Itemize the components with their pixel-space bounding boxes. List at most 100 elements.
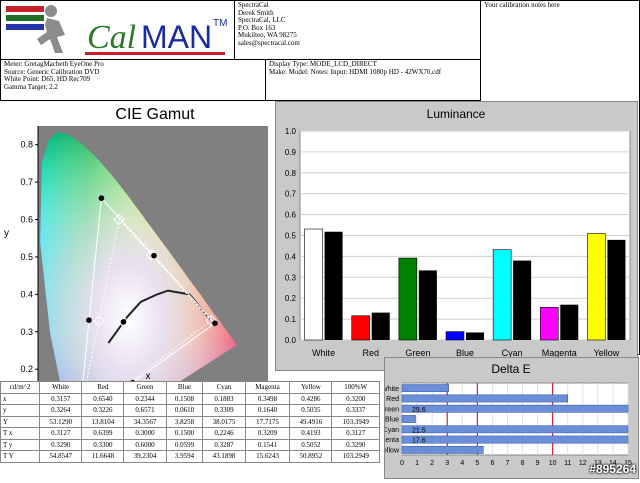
logo-graphic: Cal MAN TM [6,5,227,56]
delta-e-x-tick-label: 7 [506,460,510,467]
cie-y-tick-label: 0.5 [20,252,33,262]
table-cell: 0.3287 [202,438,246,451]
meter-line: Meter: GretagMacbeth EyeOne Pro [4,60,104,68]
planckian-locus [107,289,212,344]
table-column-header: Red [81,381,125,394]
delta-e-plot-area [401,382,629,456]
luminance-bar-measured [371,312,390,340]
luminance-y-tick-label: 0.9 [285,148,297,157]
table-cell: 0.6540 [81,392,125,405]
table-cell: 0.1640 [244,404,291,417]
cie-y-tick-label: 0.7 [20,177,33,187]
company-legal-name: SpectraCal, LLC [238,16,286,25]
table-row-label: T x [0,427,41,440]
cie-y-tick-label: 0.8 [20,140,33,150]
luminance-y-tick-label: 1.0 [285,127,297,136]
company-name: SpectraCal [238,1,269,9]
table-cell: 0.1508 [165,392,204,405]
target-point [113,213,125,226]
delta-e-bar [401,404,629,413]
table-cell: 0.3264 [39,404,83,417]
table-cell: 0.3226 [81,404,125,417]
table-cell: 0.3290 [331,438,380,451]
table-cell: 0.3300 [81,438,125,451]
logo-text-cal: Cal [87,19,136,56]
delta-e-bar [401,445,484,454]
luminance-bar-target [587,233,606,341]
luminance-category-label: Magenta [542,348,577,358]
table-cell: 0.2344 [123,392,167,405]
table-cell: 0.3127 [331,427,380,440]
delta-e-x-tick-label: 3 [445,460,449,467]
delta-e-x-tick-label: 10 [549,460,557,467]
watermark-id: #895264 [589,462,636,476]
calman-logo: Cal MAN TM [0,0,235,60]
luminance-category-label: White [312,348,335,358]
luminance-bar-target [445,331,465,341]
table-cell: 43.1898 [202,450,246,463]
target-point [93,315,105,327]
spectral-locus-white [40,132,237,443]
table-column-header: Cyan [202,381,246,394]
table-cell: 17.7175 [244,415,291,428]
luminance-bars [304,228,626,341]
table-cell: 0.4286 [289,392,333,405]
luminance-category-label: Cyan [502,348,523,358]
table-row: T x 0.3127 0.6399 0.3000 0.1500 0.2246 0.3209 0… [0,427,380,440]
gamut-triangles [77,196,216,423]
logo-trademark: TM [213,18,227,29]
luminance-category-label: Yellow [594,348,620,358]
delta-e-category-label: Yellow [385,448,400,455]
delta-e-bars [401,384,629,454]
table-row: T Y 54.8547 11.6648 39.2304 3.9594 43.1898 15.… [0,450,380,463]
table-cell: 50.8952 [289,450,333,463]
luminance-labels: 0.0 0.1 0.2 0.3 0.4 0.5 0.6 0.7 0.8 0.9 1.0 White Re… [285,127,620,358]
table-cell: 0.3290 [39,438,83,451]
delta-e-bar [401,415,416,423]
luminance-bar-target [492,249,512,341]
cie-x-axis-label: x [146,371,151,381]
delta-e-x-tick-label: 6 [490,460,494,467]
table-cell: 53.1290 [39,415,83,428]
delta-e-value-label: 21.5 [412,427,426,434]
table-cell: 0.6000 [123,438,167,451]
table-row-label: Y [0,415,41,428]
table-cell: 103.2949 [331,450,380,463]
delta-e-x-tick-label: 2 [430,460,434,467]
table-cell: 0.0610 [165,404,204,417]
luminance-category-label: Green [405,348,430,358]
delta-e-bar [401,384,449,393]
table-column-header: Yellow [289,381,333,394]
delta-e-category-label: Cyan [385,427,399,434]
delta-e-x-tick-label: 14 [609,460,617,467]
table-cell: 39.2304 [123,450,167,463]
table-row-label: x [0,392,41,405]
delta-e-x-tick-label: 8 [521,460,525,467]
delta-e-bar [401,394,568,403]
luminance-bar-measured [513,260,532,340]
measurement-table: cd/m^2 White Red Green Blue Cyan Magenta Yellow… [0,381,383,480]
logo-stripe-blue [6,24,44,30]
luminance-category-label: Blue [456,348,474,358]
delta-e-x-tick-label: 13 [594,460,602,467]
table-cell: 103.3949 [331,415,380,428]
luminance-y-tick-label: 0.7 [285,190,297,199]
table-column-header: 100%W [331,381,380,394]
cie-title: CIE Gamut [115,106,195,123]
table-body: x 0.3157 0.6540 0.2344 0.1508 0.1883 0.3498 0.4… [0,392,380,463]
spectral-locus [40,132,237,443]
meter-info: Meter: GretagMacbeth EyeOne Pro Source: … [0,59,266,101]
table-row: Y 53.1290 13.8104 34.3567 3.8258 38.0175 17.71… [0,415,380,428]
luminance-bar-measured [418,270,437,340]
source-line: Source: Generic Calibration DVD [4,67,100,76]
table-row-label: y [0,404,41,417]
table-cell: 3.8258 [165,415,204,428]
measured-gamut-triangle [78,196,216,423]
luminance-svg: Luminance 0.0 0.1 0.2 0.3 0.4 0.5 0.6 0.7 0.8 0.9… [276,102,637,370]
table-column-header: Blue [165,381,204,394]
table-cell: 0.3337 [331,404,380,417]
luminance-chart: Luminance 0.0 0.1 0.2 0.3 0.4 0.5 0.6 0.7 0.8 0.9… [275,101,638,371]
stats-table: cd/m^2 White Red Green Blue Cyan Magenta Yellow… [0,381,380,463]
delta-e-value-label: 17.6 [412,438,426,445]
table-header-row: cd/m^2 White Red Green Blue Cyan Magenta Yellow… [0,381,380,394]
